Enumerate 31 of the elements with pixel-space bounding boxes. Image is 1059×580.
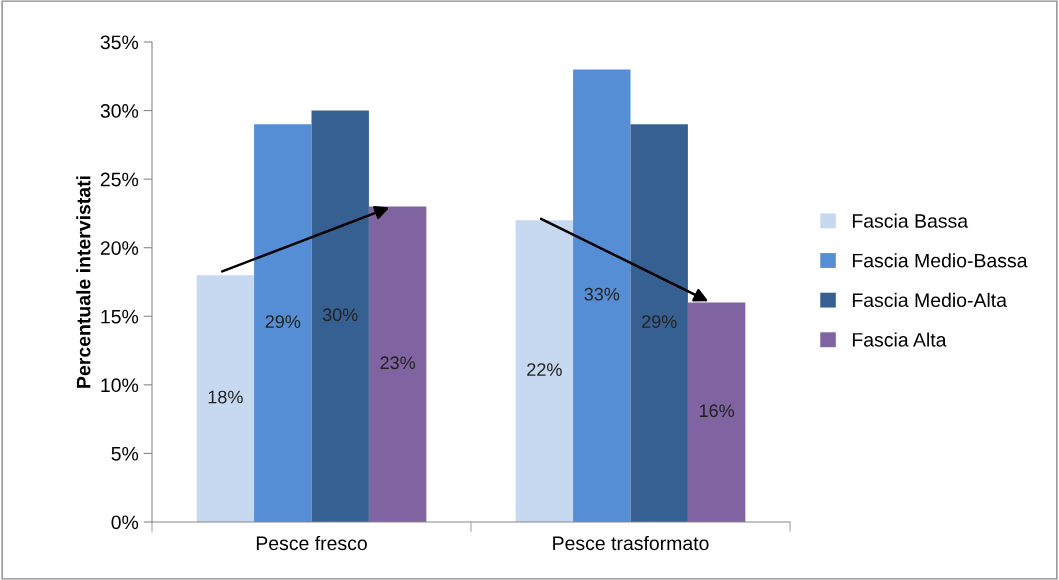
y-tick-label: 15% [101,309,139,324]
text: 33% [584,287,620,301]
bar [311,110,369,522]
bar [687,302,746,522]
text: 16% [699,404,735,418]
bar [573,69,631,522]
bar [254,124,312,522]
legend-label: Fascia Medio-Bassa [852,253,1028,268]
y-tick-label: 35% [100,35,139,50]
legend-label: Fascia Bassa [852,213,969,228]
text: 22% [527,363,562,376]
x-tick-label: Pesce fresco [256,535,367,551]
y-tick-label: 10% [101,378,139,393]
legend-label: Fascia Alta [852,332,947,347]
y-tick-label: 0% [111,515,139,530]
x-tick-label: Pesce trasformato [553,535,709,551]
text: 23% [380,356,416,370]
y-axis-title: Percentuale intervistati [76,176,91,388]
text: 30% [322,308,358,322]
legend-label: Fascia Medio-Alta [852,292,1007,308]
y-tick-label: 25% [100,172,139,187]
y-tick-label: 30% [100,104,139,118]
text: 18% [208,390,243,404]
text: 29% [642,315,677,328]
y-tick-label: 5% [111,446,139,461]
bar [196,275,255,522]
text: 29% [265,315,301,328]
bar [630,124,688,522]
bar [515,220,574,522]
y-tick-label: 20% [100,241,139,255]
bar [368,206,427,522]
